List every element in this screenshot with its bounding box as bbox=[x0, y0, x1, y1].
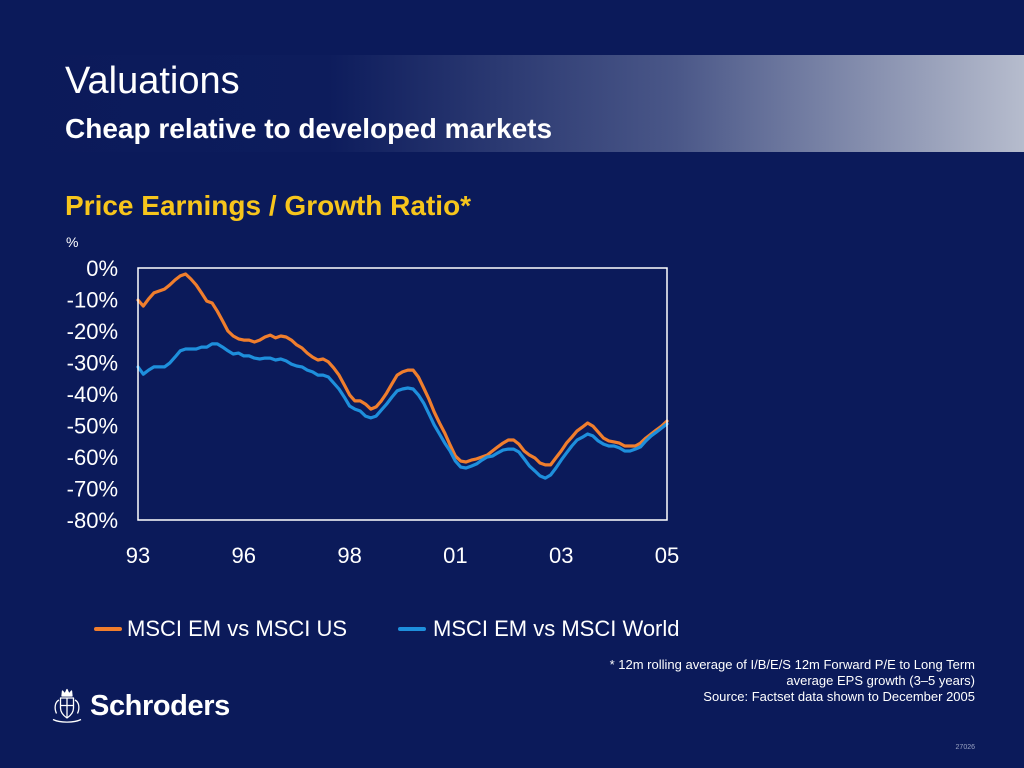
axis-tick-labels: 0% -10% -20% -30% -40% -50% -60% -70% -80% 93 96 98… bbox=[67, 256, 680, 568]
schroders-logo: Schroders bbox=[50, 688, 250, 724]
legend-label-em-vs-world: MSCI EM vs MSCI World bbox=[433, 616, 680, 641]
footnote-line: average EPS growth (3–5 years) bbox=[786, 673, 975, 688]
series-line-em-vs-us bbox=[136, 272, 669, 467]
y-axis-unit-label: % bbox=[66, 234, 79, 250]
y-tick-label: -70% bbox=[67, 477, 118, 502]
y-tick-label: -30% bbox=[67, 351, 118, 376]
slide-subtitle: Cheap relative to developed markets bbox=[65, 113, 553, 144]
legend-item-em-vs-world: MSCI EM vs MSCI World bbox=[398, 618, 698, 640]
slide-code: 27026 bbox=[955, 744, 975, 751]
x-tick-label: 01 bbox=[443, 543, 467, 568]
y-tick-label: -80% bbox=[67, 508, 118, 533]
legend-swatch-em-vs-us bbox=[94, 627, 122, 631]
legend-item-em-vs-us: MSCI EM vs MSCI US bbox=[94, 618, 364, 640]
series-layer bbox=[136, 272, 669, 480]
x-tick-label: 96 bbox=[232, 543, 256, 568]
footnote-line: * 12m rolling average of I/B/E/S 12m For… bbox=[609, 657, 975, 672]
legend-swatch-em-vs-world bbox=[398, 627, 426, 631]
x-tick-label: 05 bbox=[655, 543, 679, 568]
x-tick-label: 98 bbox=[337, 543, 361, 568]
schroders-wordmark: Schroders bbox=[90, 690, 230, 722]
header-band bbox=[0, 55, 1024, 152]
series-line-em-vs-world bbox=[136, 342, 669, 480]
y-tick-label: -50% bbox=[67, 414, 118, 439]
slide-title: Valuations bbox=[65, 60, 240, 102]
y-tick-label: -60% bbox=[67, 445, 118, 470]
footnote: * 12m rolling average of I/B/E/S 12m For… bbox=[555, 657, 975, 705]
schroders-crest-icon bbox=[52, 688, 82, 723]
chart-title: Price Earnings / Growth Ratio* bbox=[65, 190, 472, 221]
line-chart: 0% -10% -20% -30% -40% -50% -60% -70% -80% 93 96 98… bbox=[67, 256, 680, 568]
y-tick-label: -20% bbox=[67, 319, 118, 344]
y-tick-label: -10% bbox=[67, 288, 118, 313]
source-line: Source: Factset data shown to December 2… bbox=[703, 689, 975, 704]
plot-area-border bbox=[137, 267, 668, 521]
x-tick-label: 03 bbox=[549, 543, 573, 568]
x-tick-label: 93 bbox=[126, 543, 150, 568]
legend-label-em-vs-us: MSCI EM vs MSCI US bbox=[127, 616, 348, 641]
y-tick-label: 0% bbox=[86, 256, 118, 281]
y-tick-label: -40% bbox=[67, 382, 118, 407]
